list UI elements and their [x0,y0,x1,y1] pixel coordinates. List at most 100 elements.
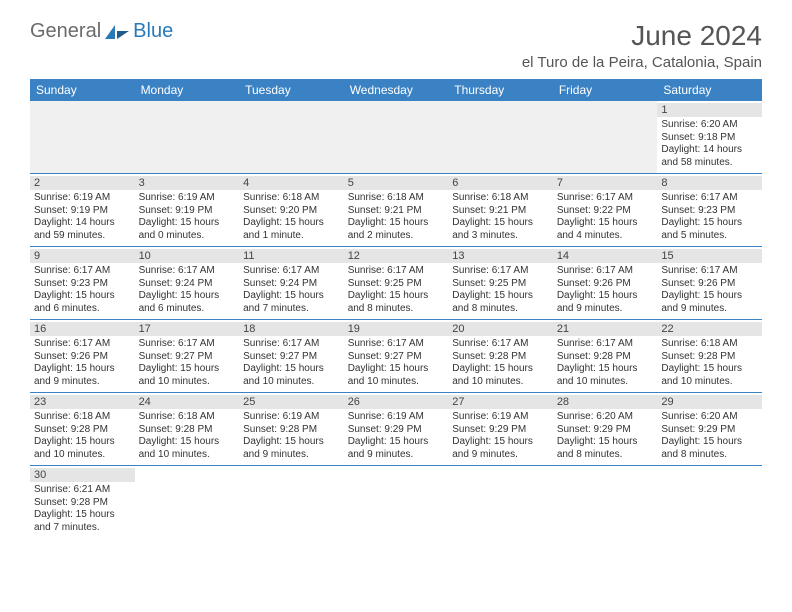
header: General Blue June 2024 el Turo de la Pei… [30,20,762,71]
day-number: 3 [135,176,240,190]
sunrise-text: Sunrise: 6:17 AM [557,192,654,205]
day-cell: 9Sunrise: 6:17 AMSunset: 9:23 PMDaylight… [30,247,135,320]
empty-day-cell [30,101,135,174]
sunset-text: Sunset: 9:19 PM [139,205,236,218]
day-cell: 23Sunrise: 6:18 AMSunset: 9:28 PMDayligh… [30,393,135,466]
sunset-text: Sunset: 9:29 PM [557,424,654,437]
day-cell: 15Sunrise: 6:17 AMSunset: 9:26 PMDayligh… [657,247,762,320]
daylight-text: Daylight: 15 hours [452,436,549,449]
calendar-week-row: 2Sunrise: 6:19 AMSunset: 9:19 PMDaylight… [30,174,762,247]
daylight-text: Daylight: 15 hours [243,290,340,303]
day-number: 16 [30,322,135,336]
day-cell: 26Sunrise: 6:19 AMSunset: 9:29 PMDayligh… [344,393,449,466]
day-cell: 17Sunrise: 6:17 AMSunset: 9:27 PMDayligh… [135,320,240,393]
daylight-text: and 10 minutes. [139,376,236,389]
day-cell: 18 Sunrise: 6:17 AMSunset: 9:27 PMDayligh… [239,320,344,393]
daylight-text: Daylight: 15 hours [243,363,340,376]
day-number: 21 [553,322,658,336]
sunrise-text: Sunrise: 6:19 AM [348,411,445,424]
day-cell: 1Sunrise: 6:20 AMSunset: 9:18 PMDaylight… [657,101,762,174]
day-number: 15 [657,249,762,263]
day-cell: 3Sunrise: 6:19 AMSunset: 9:19 PMDaylight… [135,174,240,247]
daylight-text: Daylight: 15 hours [243,217,340,230]
sunrise-text: Sunrise: 6:17 AM [661,265,758,278]
day-number: 13 [448,249,553,263]
daylight-text: Daylight: 15 hours [34,290,131,303]
calendar-week-row: 1Sunrise: 6:20 AMSunset: 9:18 PMDaylight… [30,101,762,174]
day-cell: 25Sunrise: 6:19 AMSunset: 9:28 PMDayligh… [239,393,344,466]
daylight-text: Daylight: 15 hours [243,436,340,449]
daylight-text: and 58 minutes. [661,157,758,170]
day-cell: 22Sunrise: 6:18 AMSunset: 9:28 PMDayligh… [657,320,762,393]
sunrise-text: Sunrise: 6:17 AM [243,265,340,278]
logo-sail-icon [103,23,131,41]
sunrise-text: Sunrise: 6:17 AM [243,338,340,351]
empty-day-cell [553,466,658,539]
sunset-text: Sunset: 9:18 PM [661,132,758,145]
daylight-text: Daylight: 15 hours [348,363,445,376]
sunset-text: Sunset: 9:28 PM [243,424,340,437]
sunrise-text: Sunrise: 6:17 AM [139,265,236,278]
day-number: 29 [657,395,762,409]
day-cell: 28Sunrise: 6:20 AMSunset: 9:29 PMDayligh… [553,393,658,466]
logo: General Blue [30,20,173,43]
day-cell: 27Sunrise: 6:19 AMSunset: 9:29 PMDayligh… [448,393,553,466]
sunrise-text: Sunrise: 6:19 AM [34,192,131,205]
sunset-text: Sunset: 9:28 PM [34,424,131,437]
empty-day-cell [553,101,658,174]
sunset-text: Sunset: 9:27 PM [243,351,340,364]
sunrise-text: Sunrise: 6:19 AM [452,411,549,424]
month-title: June 2024 [522,20,762,52]
daylight-text: Daylight: 14 hours [661,144,758,157]
daylight-text: and 9 minutes. [34,376,131,389]
day-number: 18 [239,322,344,336]
sunrise-text: Sunrise: 6:17 AM [348,338,445,351]
day-cell: 24Sunrise: 6:18 AMSunset: 9:28 PMDayligh… [135,393,240,466]
sunrise-text: Sunrise: 6:17 AM [452,338,549,351]
weekday-header: Tuesday [239,79,344,101]
day-number: 6 [448,176,553,190]
sunrise-text: Sunrise: 6:18 AM [139,411,236,424]
sunset-text: Sunset: 9:27 PM [348,351,445,364]
daylight-text: Daylight: 15 hours [348,436,445,449]
day-number: 8 [657,176,762,190]
daylight-text: and 10 minutes. [661,376,758,389]
logo-text-blue: Blue [133,20,173,43]
sunrise-text: Sunrise: 6:18 AM [348,192,445,205]
sunset-text: Sunset: 9:19 PM [34,205,131,218]
empty-day-cell [239,101,344,174]
day-number: 1 [657,103,762,117]
sunset-text: Sunset: 9:29 PM [452,424,549,437]
day-number: 4 [239,176,344,190]
location-label: el Turo de la Peira, Catalonia, Spain [522,54,762,71]
daylight-text: Daylight: 15 hours [34,436,131,449]
sunset-text: Sunset: 9:28 PM [557,351,654,364]
daylight-text: Daylight: 15 hours [139,290,236,303]
sunset-text: Sunset: 9:28 PM [452,351,549,364]
daylight-text: Daylight: 15 hours [139,363,236,376]
daylight-text: and 2 minutes. [348,230,445,243]
sunset-text: Sunset: 9:25 PM [348,278,445,291]
daylight-text: and 59 minutes. [34,230,131,243]
day-number: 14 [553,249,658,263]
sunset-text: Sunset: 9:22 PM [557,205,654,218]
day-number: 19 [344,322,449,336]
day-cell: 30Sunrise: 6:21 AMSunset: 9:28 PMDayligh… [30,466,135,539]
daylight-text: and 10 minutes. [139,449,236,462]
sunrise-text: Sunrise: 6:17 AM [348,265,445,278]
calendar-week-row: 30Sunrise: 6:21 AMSunset: 9:28 PMDayligh… [30,466,762,539]
daylight-text: and 8 minutes. [348,303,445,316]
daylight-text: Daylight: 15 hours [139,436,236,449]
day-number: 24 [135,395,240,409]
day-number: 9 [30,249,135,263]
daylight-text: Daylight: 15 hours [452,363,549,376]
sunrise-text: Sunrise: 6:21 AM [34,484,131,497]
logo-text-general: General [30,20,101,43]
daylight-text: Daylight: 15 hours [139,217,236,230]
daylight-text: and 9 minutes. [348,449,445,462]
sunrise-text: Sunrise: 6:17 AM [452,265,549,278]
sunset-text: Sunset: 9:28 PM [661,351,758,364]
empty-day-cell [135,466,240,539]
weekday-header: Friday [553,79,658,101]
day-cell: 20Sunrise: 6:17 AMSunset: 9:28 PMDayligh… [448,320,553,393]
